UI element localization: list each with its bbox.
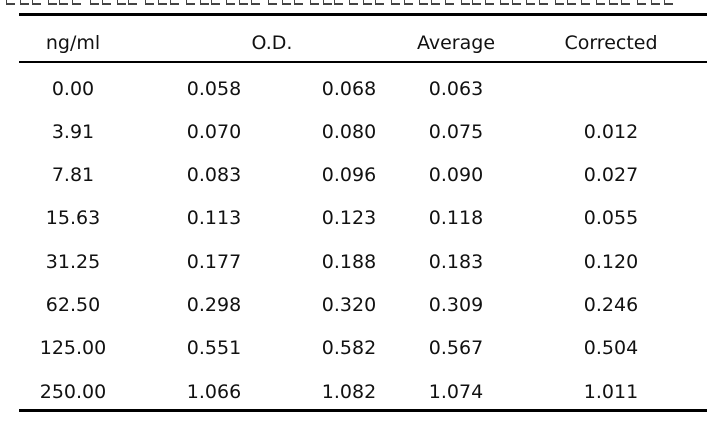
cropped-glyph: [32, 0, 41, 5]
cropped-glyph: [621, 0, 630, 5]
cropped-glyph: [391, 0, 400, 5]
cropped-glyph: [310, 0, 319, 5]
cropped-glyph: [128, 0, 137, 5]
cell-concentration: 31.25: [45, 251, 101, 273]
cropped-glyph: [472, 0, 481, 5]
cropped-glyph: [664, 0, 673, 5]
cropped-glyph: [512, 0, 521, 5]
cropped-glyph: [334, 0, 343, 5]
cell-od-1: 0.177: [186, 251, 242, 273]
cropped-glyph: [500, 0, 509, 5]
cell-concentration: 250.00: [39, 381, 107, 403]
cell-average: 0.090: [428, 164, 484, 186]
cropped-glyph: [145, 0, 154, 5]
cell-od-2: 0.123: [321, 207, 377, 229]
cell-corrected: 0.246: [583, 294, 639, 316]
cell-od-1: 0.551: [186, 337, 242, 359]
cropped-glyph: [268, 0, 277, 5]
cell-average: 0.075: [428, 121, 484, 143]
cropped-glyph: [404, 0, 413, 5]
cropped-glyph: [526, 0, 535, 5]
cropped-glyph: [609, 0, 618, 5]
cell-concentration: 0.00: [51, 78, 95, 100]
cell-od-2: 0.582: [321, 337, 377, 359]
cell-od-2: 0.188: [321, 251, 377, 273]
cell-od-1: 0.113: [186, 207, 242, 229]
cell-od-1: 1.066: [186, 381, 242, 403]
header-od: O.D.: [251, 32, 293, 54]
cell-corrected: 0.055: [583, 207, 639, 229]
cropped-glyph: [637, 0, 646, 5]
header-rule: [19, 61, 707, 63]
cropped-glyph: [20, 0, 29, 5]
cell-corrected: 0.012: [583, 121, 639, 143]
cell-od-2: 0.320: [321, 294, 377, 316]
cell-od-1: 0.083: [186, 164, 242, 186]
cell-average: 0.567: [428, 337, 484, 359]
cell-corrected: 0.504: [583, 337, 639, 359]
cropped-glyph: [461, 0, 470, 5]
cropped-glyph: [375, 0, 384, 5]
cropped-glyph: [90, 0, 99, 5]
cropped-glyph: [431, 0, 440, 5]
cell-od-1: 0.298: [186, 294, 242, 316]
cell-concentration: 125.00: [39, 337, 107, 359]
cell-od-2: 0.080: [321, 121, 377, 143]
cropped-glyph: [445, 0, 454, 5]
cropped-glyph: [117, 0, 126, 5]
cropped-glyph: [72, 0, 81, 5]
cropped-glyph: [48, 0, 57, 5]
cell-concentration: 15.63: [45, 207, 101, 229]
cropped-glyph: [59, 0, 68, 5]
cropped-glyph: [567, 0, 576, 5]
header-corrected: Corrected: [564, 32, 658, 54]
cropped-glyph: [323, 0, 332, 5]
cropped-glyph: [581, 0, 590, 5]
cropped-glyph: [200, 0, 209, 5]
cell-corrected: 0.027: [583, 164, 639, 186]
cropped-glyph: [349, 0, 358, 5]
cell-od-2: 0.096: [321, 164, 377, 186]
cell-od-1: 0.058: [186, 78, 242, 100]
cropped-glyph: [419, 0, 428, 5]
cropped-glyph: [239, 0, 248, 5]
cropped-glyph: [226, 0, 235, 5]
cell-od-2: 1.082: [321, 381, 377, 403]
cell-average: 0.309: [428, 294, 484, 316]
cropped-glyph: [170, 0, 179, 5]
cell-average: 1.074: [428, 381, 484, 403]
cropped-glyph: [158, 0, 167, 5]
cropped-glyph: [651, 0, 660, 5]
cell-concentration: 7.81: [51, 164, 95, 186]
cell-average: 0.118: [428, 207, 484, 229]
header-average: Average: [416, 32, 496, 54]
cropped-glyph: [102, 0, 111, 5]
cropped-glyph: [282, 0, 291, 5]
cropped-glyph: [485, 0, 494, 5]
cropped-glyph: [596, 0, 605, 5]
cell-average: 0.063: [428, 78, 484, 100]
cropped-text-line: [0, 0, 724, 5]
cropped-glyph: [251, 0, 260, 5]
cell-concentration: 3.91: [51, 121, 95, 143]
cropped-glyph: [539, 0, 548, 5]
cropped-glyph: [186, 0, 195, 5]
cell-corrected: 1.011: [583, 381, 639, 403]
cropped-glyph: [211, 0, 220, 5]
cropped-glyph: [555, 0, 564, 5]
cell-average: 0.183: [428, 251, 484, 273]
cell-corrected: 0.120: [583, 251, 639, 273]
cropped-glyph: [363, 0, 372, 5]
header-concentration: ng/ml: [45, 32, 101, 54]
cropped-glyph: [294, 0, 303, 5]
cropped-glyph: [6, 0, 15, 5]
table-bottom-rule: [19, 409, 707, 412]
cell-od-1: 0.070: [186, 121, 242, 143]
cell-concentration: 62.50: [45, 294, 101, 316]
cell-od-2: 0.068: [321, 78, 377, 100]
table-top-rule: [19, 13, 707, 16]
